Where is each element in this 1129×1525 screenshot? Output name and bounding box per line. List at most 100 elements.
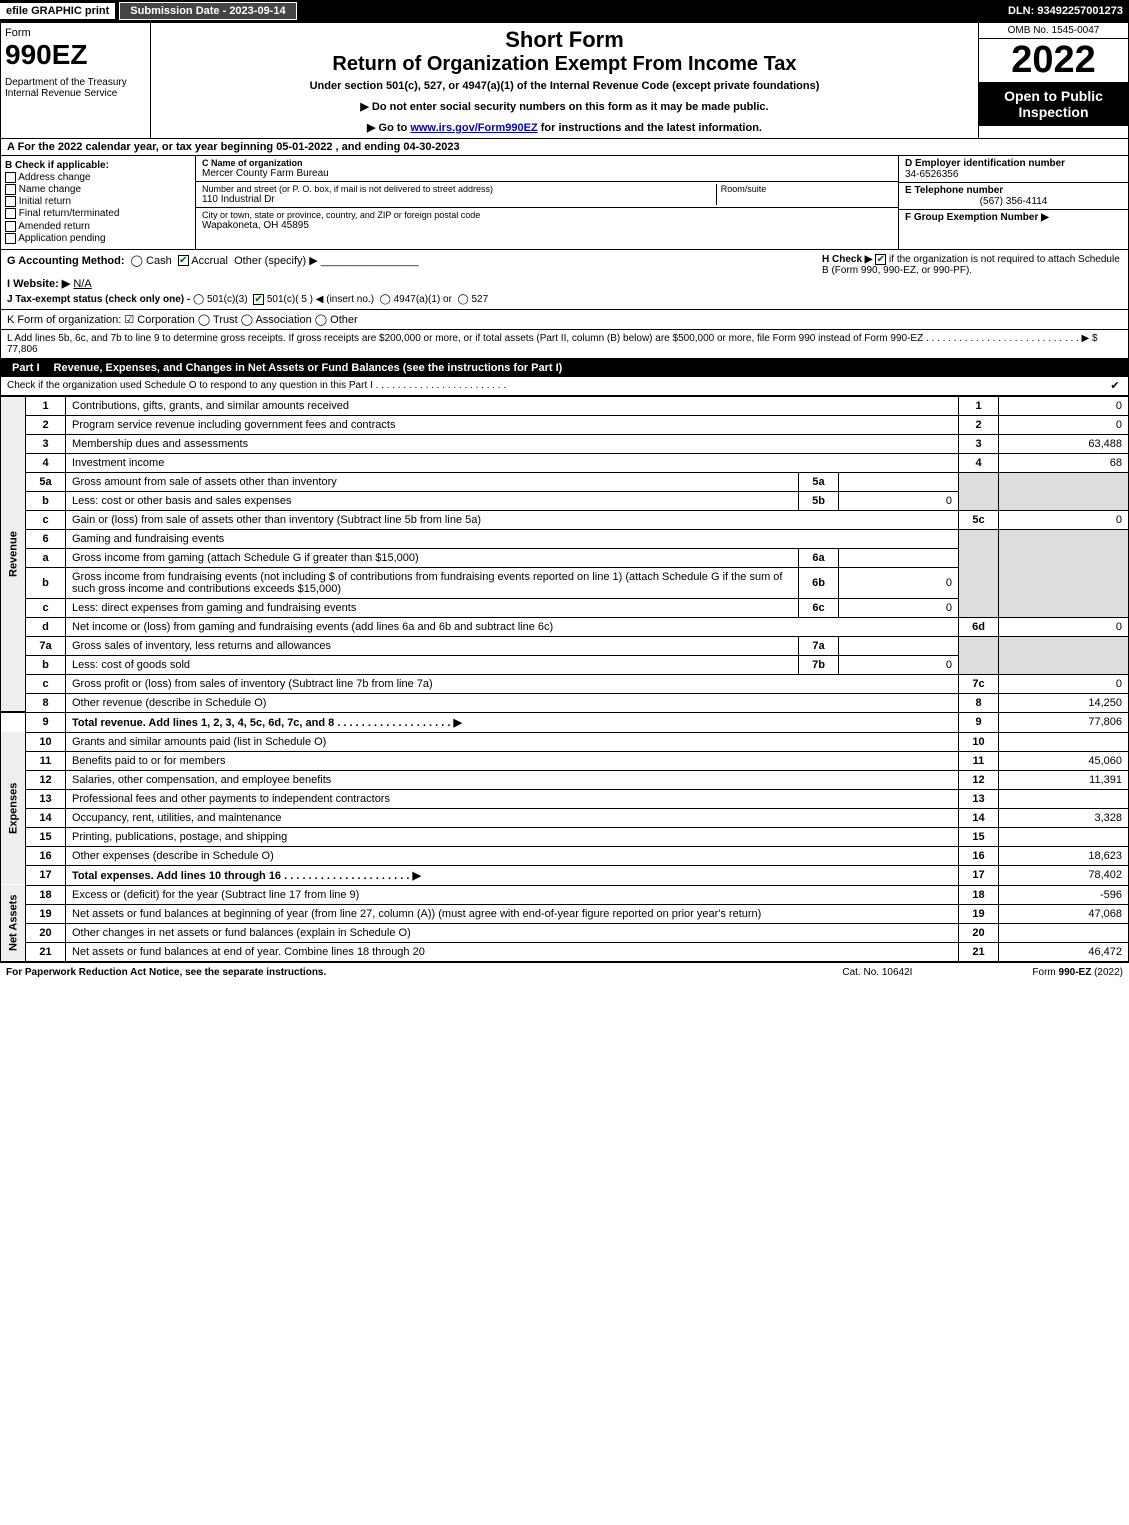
line-10-amt — [999, 732, 1129, 751]
line-k: K Form of organization: ☑ Corporation ◯ … — [0, 310, 1129, 330]
line-9-ref: 9 — [959, 712, 999, 732]
line-8-text: Other revenue (describe in Schedule O) — [66, 693, 959, 712]
shaded-5-amt — [999, 472, 1129, 510]
street-label: Number and street (or P. O. box, if mail… — [202, 184, 716, 194]
chk-accrual[interactable] — [178, 255, 189, 266]
ein-value: 34-6526356 — [905, 169, 1122, 180]
line-5a-num: 5a — [26, 472, 66, 491]
line-5c-text: Gain or (loss) from sale of assets other… — [66, 510, 959, 529]
line-15-ref: 15 — [959, 827, 999, 846]
line-15-text: Printing, publications, postage, and shi… — [66, 827, 959, 846]
short-form-title: Short Form — [155, 27, 974, 53]
h-box: H Check ▶ if the organization is not req… — [822, 254, 1122, 305]
line-6a-sublabel: 6a — [799, 548, 839, 567]
top-bar: efile GRAPHIC print Submission Date - 20… — [0, 0, 1129, 22]
line-21-ref: 21 — [959, 942, 999, 961]
chk-address-change[interactable] — [5, 172, 16, 183]
line-11-text: Benefits paid to or for members — [66, 751, 959, 770]
shaded-6-amt — [999, 529, 1129, 617]
line-6b-num: b — [26, 567, 66, 598]
info-block: B Check if applicable: Address change Na… — [0, 156, 1129, 250]
line-5a-sublabel: 5a — [799, 472, 839, 491]
line-20-text: Other changes in net assets or fund bala… — [66, 923, 959, 942]
line-6b-subamt: 0 — [839, 567, 959, 598]
line-6c-text: Less: direct expenses from gaming and fu… — [66, 598, 799, 617]
chk-501c[interactable] — [253, 294, 264, 305]
chk-application-pending[interactable] — [5, 233, 16, 244]
line-7a-text: Gross sales of inventory, less returns a… — [66, 636, 799, 655]
line-14-amt: 3,328 — [999, 808, 1129, 827]
line-8-amt: 14,250 — [999, 693, 1129, 712]
line-19-amt: 47,068 — [999, 904, 1129, 923]
line-21-num: 21 — [26, 942, 66, 961]
line-9-text: Total revenue. Add lines 1, 2, 3, 4, 5c,… — [66, 712, 959, 732]
line-l: L Add lines 5b, 6c, and 7b to line 9 to … — [0, 330, 1129, 359]
line-16-ref: 16 — [959, 846, 999, 865]
section-c: C Name of organization Mercer County Far… — [196, 156, 898, 249]
line-2-text: Program service revenue including govern… — [66, 415, 959, 434]
irs-link[interactable]: www.irs.gov/Form990EZ — [410, 122, 537, 134]
line-12-num: 12 — [26, 770, 66, 789]
line-4-ref: 4 — [959, 453, 999, 472]
line-17-amt: 78,402 — [999, 865, 1129, 885]
line-13-ref: 13 — [959, 789, 999, 808]
line-6d-amt: 0 — [999, 617, 1129, 636]
line-6-text: Gaming and fundraising events — [66, 529, 959, 548]
chk-initial-return[interactable] — [5, 196, 16, 207]
schedule-o-checkbox[interactable]: ✔ — [1108, 379, 1122, 393]
line-5b-num: b — [26, 491, 66, 510]
line-14-ref: 14 — [959, 808, 999, 827]
line-3-amt: 63,488 — [999, 434, 1129, 453]
d-ein-label: D Employer identification number — [905, 158, 1122, 169]
street-value: 110 Industrial Dr — [202, 194, 716, 205]
footer-left: For Paperwork Reduction Act Notice, see … — [6, 967, 326, 978]
g-line: G Accounting Method: ◯ Cash Accrual Othe… — [7, 254, 822, 267]
line-5b-sublabel: 5b — [799, 491, 839, 510]
h-label: H Check ▶ — [822, 254, 872, 265]
shaded-7-amt — [999, 636, 1129, 674]
line-5b-text: Less: cost or other basis and sales expe… — [66, 491, 799, 510]
header-mid: Short Form Return of Organization Exempt… — [151, 23, 978, 138]
footer: For Paperwork Reduction Act Notice, see … — [0, 962, 1129, 982]
tax-year: 2022 — [979, 39, 1128, 82]
chk-final-return[interactable] — [5, 208, 16, 219]
line-18-amt: -596 — [999, 885, 1129, 904]
line-6c-num: c — [26, 598, 66, 617]
footer-mid: Cat. No. 10642I — [842, 967, 912, 978]
room-label: Room/suite — [721, 184, 892, 194]
chk-name-change[interactable] — [5, 184, 16, 195]
line-l-text: L Add lines 5b, 6c, and 7b to line 9 to … — [7, 333, 1098, 344]
line-4-num: 4 — [26, 453, 66, 472]
line-4-text: Investment income — [66, 453, 959, 472]
line-17-num: 17 — [26, 865, 66, 885]
dln-label: DLN: 93492257001273 — [1008, 5, 1129, 17]
ssn-note: ▶ Do not enter social security numbers o… — [155, 100, 974, 113]
header-right: OMB No. 1545-0047 2022 Open to Public In… — [978, 23, 1128, 138]
part-1-subtitle: Check if the organization used Schedule … — [7, 380, 506, 391]
shaded-5 — [959, 472, 999, 510]
line-14-num: 14 — [26, 808, 66, 827]
line-5c-amt: 0 — [999, 510, 1129, 529]
form-number: 990EZ — [5, 39, 146, 71]
efile-label[interactable]: efile GRAPHIC print — [0, 3, 115, 19]
lbl-application-pending: Application pending — [18, 233, 105, 244]
chk-amended-return[interactable] — [5, 221, 16, 232]
lbl-address-change: Address change — [18, 172, 90, 183]
line-6a-text: Gross income from gaming (attach Schedul… — [66, 548, 799, 567]
chk-h[interactable] — [875, 254, 886, 265]
line-7a-sublabel: 7a — [799, 636, 839, 655]
line-18-text: Excess or (deficit) for the year (Subtra… — [66, 885, 959, 904]
website-value: N/A — [73, 278, 91, 290]
g-other: Other (specify) ▶ — [234, 255, 318, 267]
line-20-ref: 20 — [959, 923, 999, 942]
line-17-text: Total expenses. Add lines 10 through 16 … — [66, 865, 959, 885]
line-7c-ref: 7c — [959, 674, 999, 693]
line-3-num: 3 — [26, 434, 66, 453]
line-11-ref: 11 — [959, 751, 999, 770]
line-6a-num: a — [26, 548, 66, 567]
line-2-num: 2 — [26, 415, 66, 434]
expenses-label: Expenses — [1, 732, 26, 885]
section-a: A For the 2022 calendar year, or tax yea… — [0, 139, 1129, 156]
line-21-text: Net assets or fund balances at end of ye… — [66, 942, 959, 961]
line-7a-subamt — [839, 636, 959, 655]
